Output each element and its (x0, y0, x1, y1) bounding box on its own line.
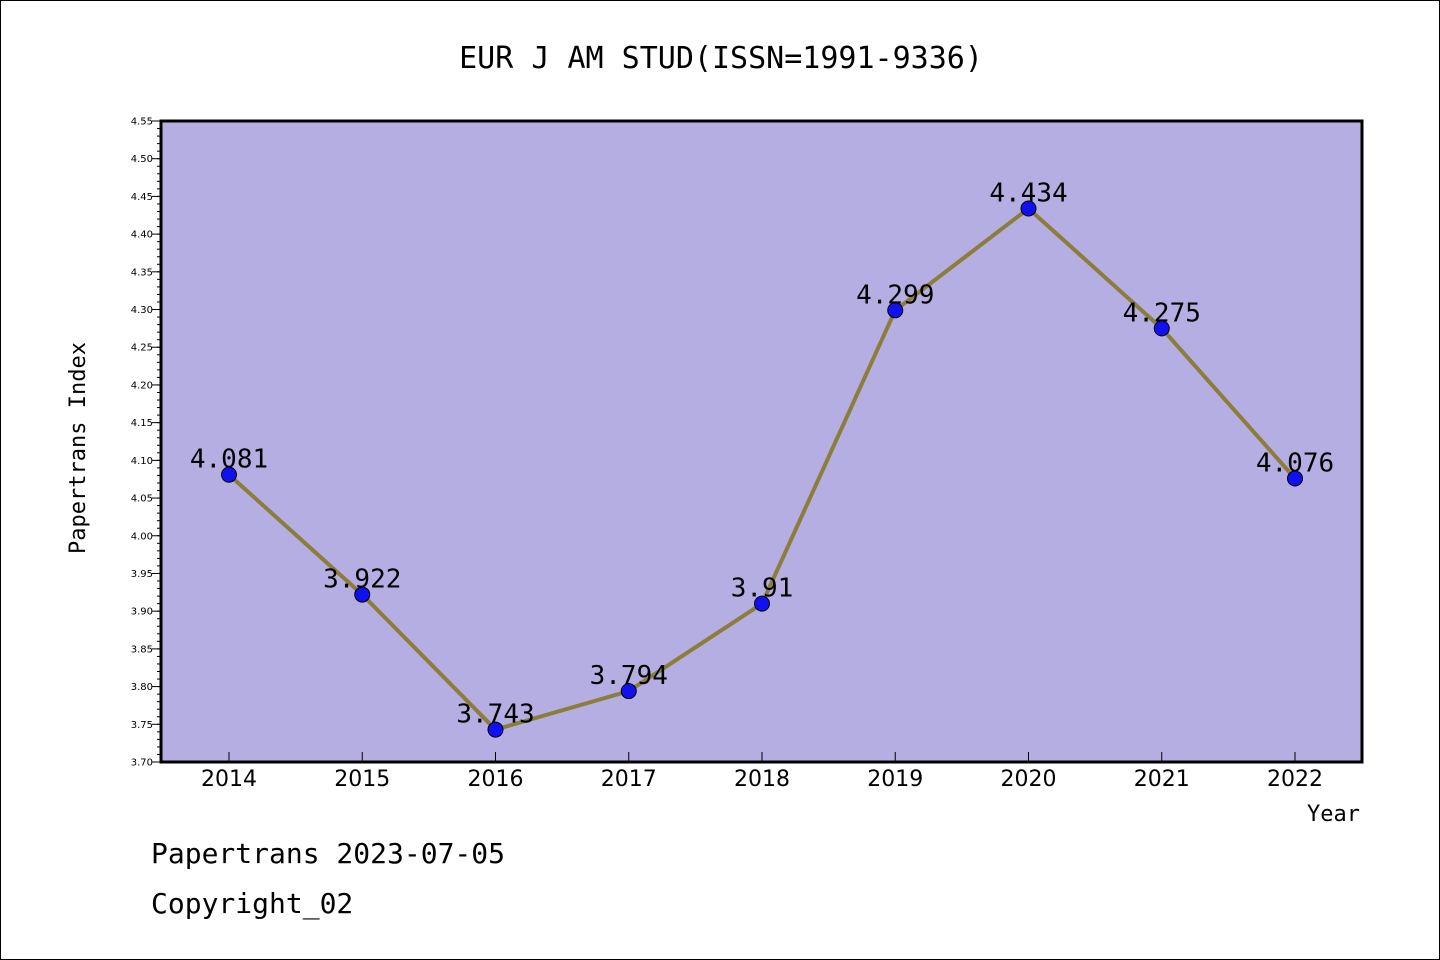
y-tick-label: 4.20 (131, 380, 153, 391)
y-tick-label: 3.85 (131, 644, 153, 655)
data-point-marker (487, 721, 504, 738)
x-tick-label: 2014 (201, 767, 257, 792)
data-point-marker (221, 466, 237, 483)
y-tick-label: 4.15 (131, 418, 153, 429)
y-tick-label: 3.90 (131, 607, 153, 618)
data-points (221, 200, 1303, 738)
chart-title: EUR J AM STUD(ISSN=1991-9336) (459, 41, 983, 76)
y-tick-label: 4.30 (131, 305, 153, 316)
data-point-marker (1287, 470, 1303, 487)
y-tick-label: 4.05 (131, 494, 153, 505)
data-point-marker (620, 683, 637, 700)
data-labels: 4.081 3.922 3.743 3.794 3.91 4.299 4.434 4.275 4… (190, 178, 1334, 729)
x-axis-label: Year (1307, 802, 1360, 827)
y-tick-label: 4.00 (131, 531, 153, 542)
y-tick-label: 4.55 (131, 117, 153, 128)
y-axis-label: Papertrans Index (66, 342, 91, 554)
y-tick-label: 4.35 (131, 267, 153, 278)
data-point-marker (1020, 200, 1037, 217)
footer-copyright: Copyright_02 (151, 887, 354, 920)
x-tick-label: 2016 (468, 767, 524, 792)
data-label: 4.275 (1123, 298, 1201, 328)
plot-area (159, 119, 1364, 764)
y-tick-label: 4.10 (131, 456, 153, 467)
y-tick-label: 3.95 (131, 569, 153, 580)
data-point-marker (1153, 320, 1170, 337)
data-label: 3.743 (456, 700, 534, 730)
x-tick-label: 2021 (1134, 767, 1190, 792)
data-label: 3.794 (590, 661, 668, 691)
y-tick-label: 4.40 (131, 230, 153, 241)
x-tick-label: 2019 (867, 767, 923, 792)
y-tick-label: 3.70 (131, 758, 153, 769)
data-label: 3.91 (731, 574, 794, 604)
x-tick-label: 2015 (334, 767, 390, 792)
y-tick-label: 4.45 (131, 192, 153, 203)
x-tick-label: 2020 (1001, 767, 1057, 792)
data-point-marker (354, 586, 371, 603)
data-label: 4.434 (989, 178, 1067, 208)
data-point-marker (887, 302, 904, 319)
data-label: 4.076 (1256, 448, 1334, 478)
data-label: 3.922 (323, 565, 401, 595)
y-tick-label: 3.75 (131, 720, 153, 731)
y-tick-label: 3.80 (131, 682, 153, 693)
x-tick-label: 2022 (1267, 767, 1323, 792)
x-axis: 2014 2015 2016 2017 2018 2019 2020 2021 2022 (201, 752, 1323, 792)
data-label: 4.299 (856, 280, 934, 310)
footer-date: Papertrans 2023-07-05 (151, 837, 506, 870)
x-tick-label: 2017 (601, 767, 657, 792)
y-tick-label: 4.50 (131, 154, 153, 165)
y-axis: 3.70 3.75 3.80 3.85 3.90 3.95 4.00 4.05 4.10 4.15… (131, 117, 161, 769)
y-tick-label: 4.25 (131, 343, 153, 354)
data-label: 4.081 (190, 445, 268, 475)
data-point-marker (754, 595, 770, 612)
x-tick-label: 2018 (734, 767, 790, 792)
